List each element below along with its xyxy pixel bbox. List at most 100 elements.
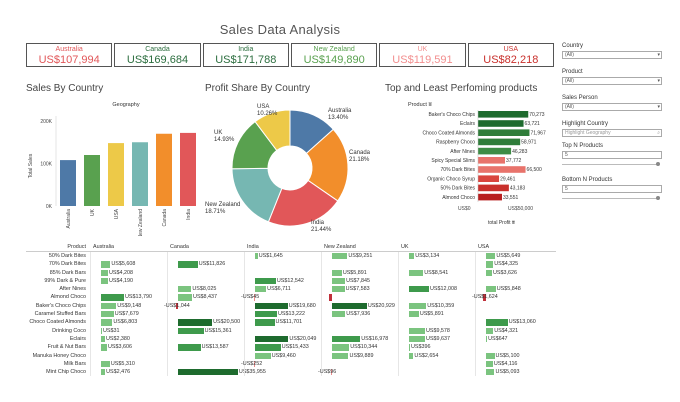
table-cell[interactable]: US$13,790: [90, 293, 167, 302]
table-cell[interactable]: [398, 293, 475, 302]
kpi-australia[interactable]: Australia US$107,994: [26, 43, 113, 67]
table-cell[interactable]: [167, 252, 244, 261]
product-bar[interactable]: [478, 166, 526, 173]
bar-canada[interactable]: [156, 133, 172, 206]
table-cell[interactable]: US$4,190: [90, 276, 167, 286]
table-cell[interactable]: US$3,606: [90, 343, 167, 352]
table-cell[interactable]: US$5,100: [475, 351, 552, 360]
slice-usa[interactable]: [254, 109, 291, 152]
table-cell[interactable]: US$19,680: [244, 301, 321, 311]
table-cell[interactable]: US$4,325: [475, 260, 552, 269]
table-cell[interactable]: US$11,826: [167, 260, 244, 269]
table-cell[interactable]: US$396: [398, 343, 475, 352]
table-cell[interactable]: [398, 260, 475, 269]
table-cell[interactable]: -US$252: [241, 359, 321, 369]
table-cell[interactable]: US$15,361: [167, 326, 244, 335]
table-cell[interactable]: [167, 359, 244, 369]
slider-handle[interactable]: [656, 196, 660, 200]
table-cell[interactable]: US$3,134: [398, 252, 475, 261]
table-cell[interactable]: [321, 318, 398, 327]
table-cell[interactable]: [398, 359, 475, 369]
table-cell[interactable]: US$5,093: [475, 368, 552, 377]
table-cell[interactable]: US$2,476: [90, 368, 167, 377]
product-bar[interactable]: [478, 129, 530, 136]
table-cell[interactable]: US$2,654: [398, 351, 475, 360]
kpi-new-zealand[interactable]: New Zealand US$149,890: [290, 43, 378, 67]
table-cell[interactable]: US$9,889: [321, 351, 398, 360]
table-cell[interactable]: [321, 293, 398, 302]
table-cell[interactable]: US$1,645: [244, 252, 321, 261]
table-cell[interactable]: US$2,380: [90, 334, 167, 344]
table-cell[interactable]: [167, 310, 244, 319]
table-cell[interactable]: -US$96: [318, 368, 398, 377]
table-cell[interactable]: US$13,222: [244, 310, 321, 319]
table-cell[interactable]: US$9,148: [90, 301, 167, 311]
product-bar[interactable]: [478, 120, 524, 127]
table-cell[interactable]: US$3,626: [475, 268, 552, 277]
slice-canada[interactable]: [305, 128, 349, 202]
filter-input[interactable]: Highlight Geography ⌕: [562, 129, 662, 137]
table-cell[interactable]: US$7,583: [321, 285, 398, 294]
table-cell[interactable]: US$16,978: [321, 334, 398, 344]
table-cell[interactable]: -US$1,044: [164, 301, 244, 311]
table-cell[interactable]: US$20,500: [167, 318, 244, 327]
kpi-canada[interactable]: Canada US$169,684: [114, 43, 201, 67]
table-cell[interactable]: US$13,587: [167, 343, 244, 352]
table-cell[interactable]: US$6,803: [90, 318, 167, 327]
table-cell[interactable]: [167, 334, 244, 344]
table-cell[interactable]: [90, 351, 167, 360]
filter-input[interactable]: (All) ▾: [562, 51, 662, 59]
table-cell[interactable]: [475, 310, 552, 319]
slider[interactable]: [562, 195, 662, 201]
table-cell[interactable]: US$5,891: [398, 310, 475, 319]
table-cell[interactable]: US$4,208: [90, 268, 167, 277]
table-cell[interactable]: -US$45: [241, 293, 321, 302]
filter-input[interactable]: 5: [562, 185, 662, 193]
kpi-usa[interactable]: USA US$82,218: [467, 43, 554, 67]
table-cell[interactable]: US$5,649: [475, 252, 552, 261]
table-cell[interactable]: US$20,049: [244, 334, 321, 344]
table-cell[interactable]: [244, 268, 321, 277]
bar-india[interactable]: [180, 132, 196, 206]
table-cell[interactable]: [90, 252, 167, 261]
table-cell[interactable]: US$11,701: [244, 318, 321, 327]
table-cell[interactable]: [398, 318, 475, 327]
table-cell[interactable]: US$9,460: [244, 351, 321, 360]
table-cell[interactable]: [475, 343, 552, 352]
product-bar[interactable]: [478, 193, 502, 201]
filter-input[interactable]: (All) ▾: [562, 77, 662, 85]
table-cell[interactable]: -US$1,624: [472, 293, 552, 302]
bar-australia[interactable]: [60, 160, 76, 206]
kpi-uk[interactable]: UK US$119,591: [379, 43, 466, 67]
table-cell[interactable]: [398, 368, 475, 377]
bar-new-zealand[interactable]: [132, 142, 148, 206]
table-cell[interactable]: US$5,891: [321, 268, 398, 277]
filter-input[interactable]: (All) ▾: [562, 103, 662, 111]
filter-input[interactable]: 5: [562, 151, 662, 159]
table-cell[interactable]: [90, 285, 167, 294]
table-cell[interactable]: [244, 368, 321, 377]
table-cell[interactable]: [321, 260, 398, 269]
table-cell[interactable]: US$10,359: [398, 301, 475, 311]
table-cell[interactable]: [398, 276, 475, 286]
table-cell[interactable]: [321, 326, 398, 335]
slider-handle[interactable]: [656, 162, 660, 166]
product-bar[interactable]: [478, 184, 509, 192]
table-cell[interactable]: US$5,848: [475, 285, 552, 294]
table-cell[interactable]: [167, 268, 244, 277]
table-cell[interactable]: US$31: [90, 326, 167, 335]
table-cell[interactable]: [167, 276, 244, 286]
table-cell[interactable]: US$12,542: [244, 276, 321, 286]
table-cell[interactable]: US$15,433: [244, 343, 321, 352]
table-cell[interactable]: US$5,310: [90, 359, 167, 369]
table-cell[interactable]: US$20,929: [321, 301, 398, 311]
table-cell[interactable]: US$7,845: [321, 276, 398, 286]
product-bar[interactable]: [478, 175, 500, 182]
table-cell[interactable]: US$10,344: [321, 343, 398, 352]
slider[interactable]: [562, 161, 662, 167]
table-cell[interactable]: US$8,541: [398, 268, 475, 277]
product-bar[interactable]: [478, 157, 506, 164]
table-cell[interactable]: US$7,936: [321, 310, 398, 319]
table-cell[interactable]: US$5,608: [90, 260, 167, 269]
bar-usa[interactable]: [108, 143, 124, 206]
